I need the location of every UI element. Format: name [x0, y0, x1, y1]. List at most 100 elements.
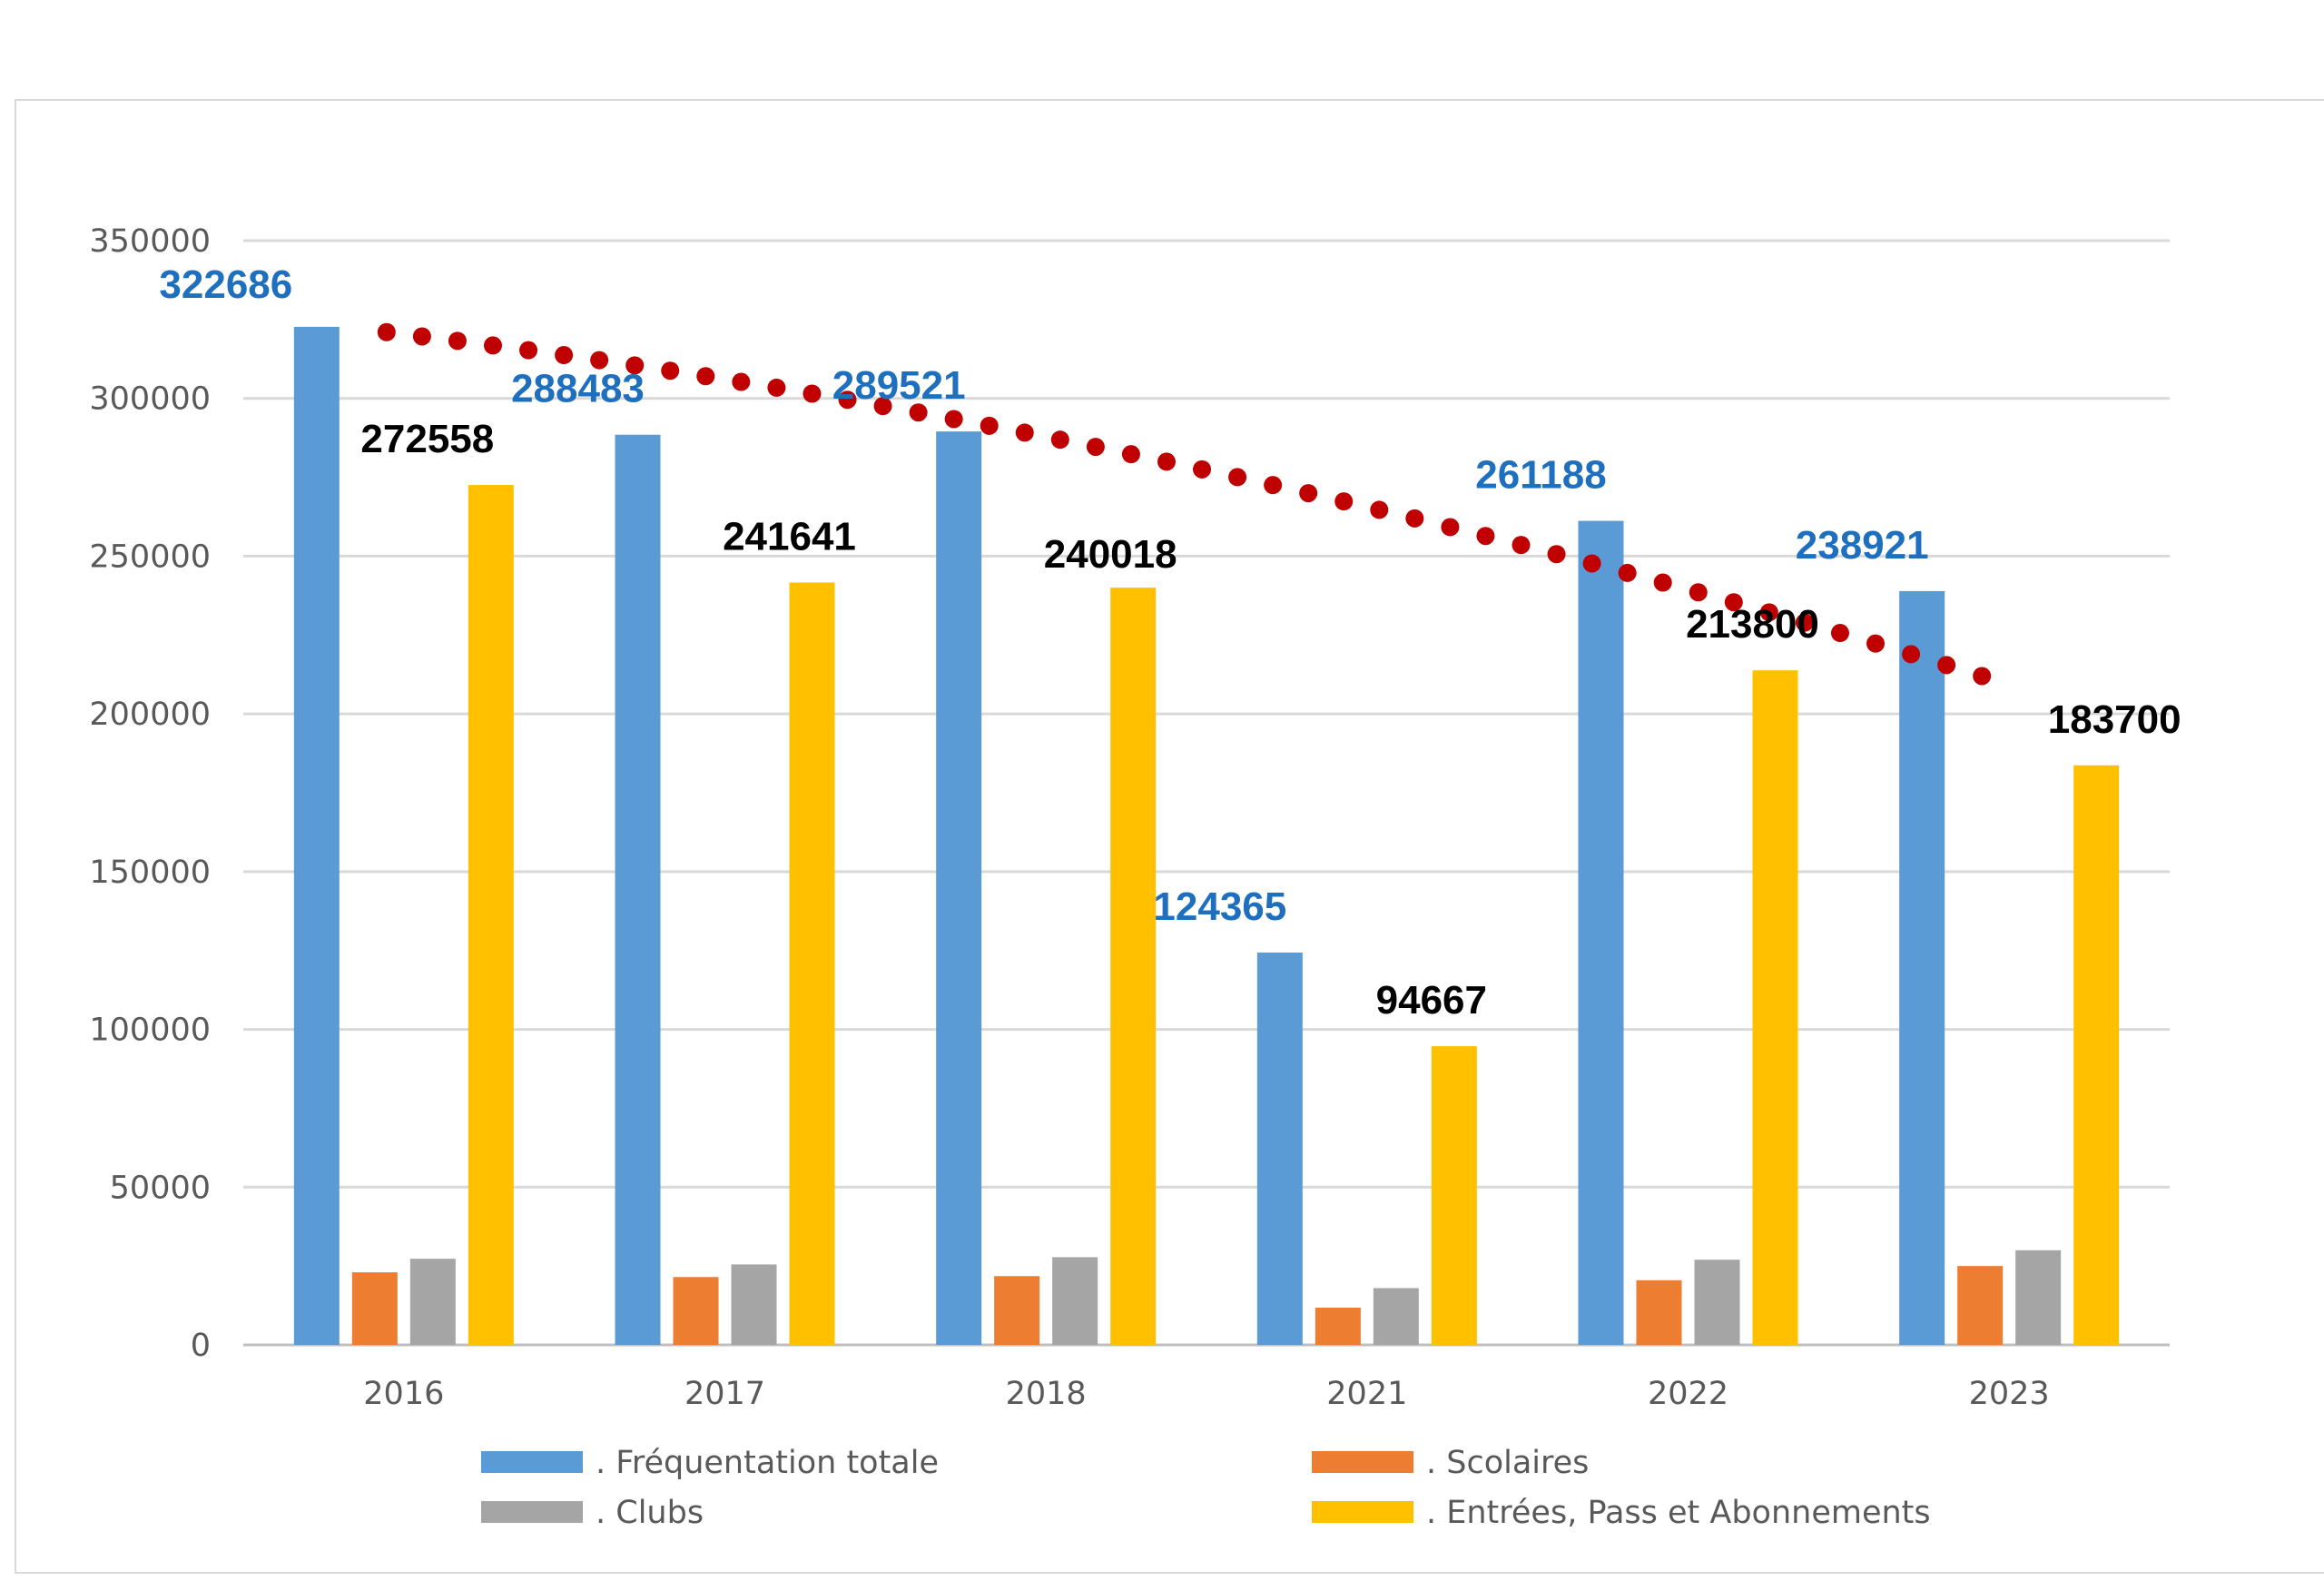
x-tick-label: 2018 — [1006, 1376, 1087, 1412]
trendline-dot — [1476, 527, 1495, 546]
bar — [1052, 1257, 1098, 1345]
trendline-dot — [1050, 430, 1069, 450]
trendline-dot — [448, 331, 467, 351]
data-label: 213800 — [1686, 602, 1819, 647]
trendline-dot — [483, 336, 502, 355]
trendline-dot — [1866, 634, 1886, 653]
bar — [2015, 1250, 2062, 1345]
legend-swatch — [481, 1501, 583, 1523]
trendline-dot — [1973, 667, 1992, 686]
bars — [293, 326, 2120, 1346]
y-tick-label: 50000 — [110, 1170, 211, 1206]
data-label: 272558 — [360, 417, 494, 461]
trendline-dot — [1830, 624, 1849, 643]
bar — [351, 1272, 398, 1345]
legend-label: . Clubs — [596, 1495, 704, 1531]
data-labels: 322686 288483 289521 124365 261188 238921 2725… — [159, 262, 2181, 1023]
y-tick-label: 150000 — [89, 855, 211, 891]
bar — [1752, 670, 1798, 1345]
data-label: 261188 — [1475, 453, 1606, 498]
trendline-dot — [1547, 545, 1566, 564]
y-axis: 0 50000 100000 150000 200000 250000 300000 3500… — [89, 223, 211, 1364]
bar — [468, 485, 514, 1345]
bar — [2073, 765, 2120, 1345]
trendline-dot — [1937, 656, 1956, 675]
data-label: 238921 — [1796, 523, 1929, 568]
legend-swatch — [1312, 1451, 1413, 1473]
trendline-dot — [1795, 613, 1814, 632]
x-tick-label: 2023 — [1969, 1376, 2050, 1412]
trendline-dot — [1512, 536, 1531, 555]
bar — [1431, 1046, 1477, 1345]
bar — [1256, 952, 1303, 1345]
trendline-dot — [1689, 583, 1708, 602]
trendline-dot — [625, 356, 645, 375]
bar — [1110, 588, 1157, 1345]
legend-label: . Scolaires — [1426, 1445, 1589, 1481]
x-axis: 2016 2017 2018 2021 2022 2023 — [363, 1376, 2049, 1412]
bar — [731, 1264, 777, 1345]
data-label: 288483 — [511, 367, 645, 411]
trendline — [377, 322, 1992, 686]
trendline-dot — [1405, 509, 1424, 528]
bar — [615, 434, 661, 1345]
y-tick-label: 0 — [191, 1328, 211, 1364]
trendline-dot — [1370, 500, 1389, 519]
trendline-dot — [1264, 476, 1283, 495]
trendline-dot — [377, 322, 396, 341]
trendline-dot — [696, 367, 715, 386]
trendline-dot — [1653, 573, 1672, 592]
trendline-dot — [1193, 459, 1212, 479]
trendline-dot — [1121, 445, 1140, 464]
bar — [1899, 590, 1945, 1345]
legend-label: . Entrées, Pass et Abonnements — [1426, 1495, 1931, 1531]
x-tick-label: 2021 — [1326, 1376, 1407, 1412]
trendline-dot — [519, 341, 538, 360]
bar — [1373, 1288, 1419, 1345]
trendline-dot — [412, 327, 431, 346]
trendline-dot — [555, 346, 574, 365]
y-tick-label: 300000 — [89, 381, 211, 418]
data-label: 124365 — [1153, 884, 1286, 929]
trendline-dot — [1618, 563, 1637, 582]
legend-swatch — [1312, 1501, 1413, 1523]
y-tick-label: 100000 — [89, 1013, 211, 1049]
trendline-dot — [661, 361, 680, 380]
trendline-dot — [803, 384, 822, 403]
bar — [1636, 1280, 1682, 1345]
trendline-dot — [1334, 492, 1354, 511]
trendline-dot — [873, 397, 892, 416]
x-tick-label: 2022 — [1648, 1376, 1728, 1412]
data-label: 240018 — [1044, 532, 1177, 577]
trendline-dot — [732, 372, 751, 391]
data-label: 241641 — [723, 514, 856, 558]
bar — [409, 1259, 456, 1345]
bar — [789, 582, 835, 1345]
x-tick-label: 2016 — [363, 1376, 444, 1412]
bar — [1694, 1260, 1740, 1345]
bar — [1578, 520, 1624, 1345]
trendline-dot — [1759, 603, 1778, 622]
bar — [1315, 1308, 1361, 1345]
legend: . Fréquentation totale . Scolaires . Clubs… — [481, 1445, 1931, 1531]
gridlines — [243, 239, 2170, 1347]
trendline-dot — [944, 410, 963, 429]
data-label: 322686 — [159, 262, 292, 307]
trendline-dot — [909, 403, 928, 422]
legend-label: . Fréquentation totale — [596, 1445, 939, 1481]
trendline-dot — [1086, 438, 1105, 457]
bar — [936, 431, 982, 1345]
y-tick-label: 350000 — [89, 223, 211, 260]
trendline-dot — [1724, 593, 1743, 612]
trendline-dot — [1902, 645, 1921, 664]
x-tick-label: 2017 — [684, 1376, 765, 1412]
bar — [994, 1276, 1040, 1345]
trendline-dot — [767, 378, 786, 397]
trendline-dot — [980, 416, 999, 435]
trendline-dot — [1441, 518, 1460, 537]
data-label: 94667 — [1376, 978, 1487, 1023]
data-label: 183700 — [2048, 697, 2181, 742]
data-label: 289521 — [832, 363, 966, 408]
trendline-dot — [1299, 484, 1318, 503]
